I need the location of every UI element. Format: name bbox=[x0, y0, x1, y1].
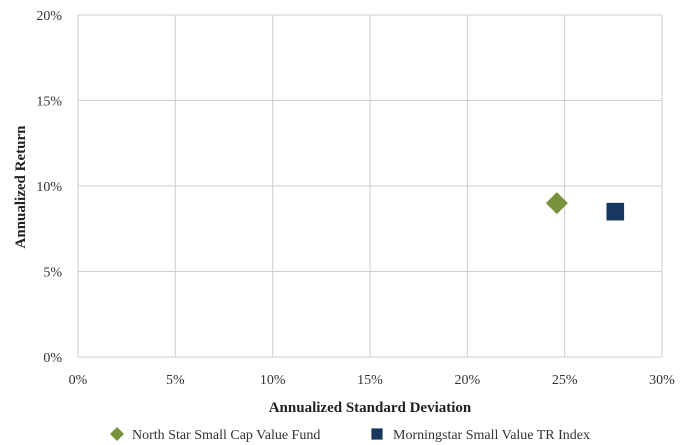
y-tick-label: 0% bbox=[43, 351, 62, 366]
x-tick-label: 30% bbox=[649, 373, 675, 388]
legend-square-icon bbox=[371, 428, 383, 440]
legend: North Star Small Cap Value Fund Morningst… bbox=[110, 427, 590, 443]
x-tick-label: 20% bbox=[454, 373, 480, 388]
x-axis-title: Annualized Standard Deviation bbox=[269, 400, 472, 416]
index-point-square bbox=[606, 202, 625, 221]
x-tick-label: 15% bbox=[357, 373, 383, 388]
legend-label: North Star Small Cap Value Fund bbox=[132, 428, 320, 443]
y-tick-label: 5% bbox=[43, 266, 62, 281]
x-tick-label: 5% bbox=[166, 373, 185, 388]
fund-point-diamond bbox=[545, 192, 568, 215]
x-tick-label: 10% bbox=[260, 373, 286, 388]
legend-diamond-icon bbox=[110, 427, 124, 441]
x-tick-label: 0% bbox=[69, 373, 88, 388]
x-tick-label: 25% bbox=[552, 373, 578, 388]
y-tick-label: 15% bbox=[36, 95, 62, 110]
y-axis-title: Annualized Return bbox=[13, 125, 29, 249]
y-tick-label: 10% bbox=[36, 180, 62, 195]
y-tick-label: 20% bbox=[36, 9, 62, 24]
data-points bbox=[545, 192, 625, 221]
x-axis-ticks: 0% 5% 10% 15% 20% 25% 30% bbox=[69, 373, 676, 388]
y-axis-ticks: 0% 5% 10% 15% 20% bbox=[36, 9, 62, 366]
legend-label: Morningstar Small Value TR Index bbox=[393, 428, 590, 443]
grid-lines bbox=[77, 14, 663, 358]
